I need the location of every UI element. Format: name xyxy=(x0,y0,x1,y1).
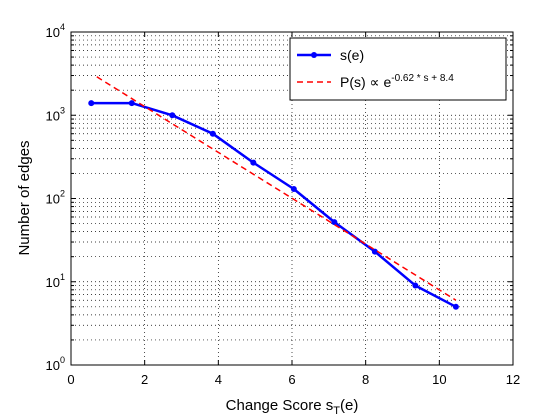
x-tick-label: 12 xyxy=(506,372,520,387)
series-1-line xyxy=(91,101,457,308)
series-1-point xyxy=(250,159,257,166)
y-tick-label: 100 xyxy=(46,355,65,373)
series-1-point xyxy=(452,303,459,310)
legend: s(e) P(s) ∝ e-0.62 * s + 8.4 xyxy=(289,37,507,101)
legend-label-series-1: s(e) xyxy=(340,47,364,63)
legend-marker-series-1 xyxy=(311,52,317,58)
series-1-point xyxy=(209,130,216,137)
x-axis-label-subscript: T xyxy=(333,405,340,417)
series-1-point xyxy=(331,219,338,226)
y-tick-label: 103 xyxy=(46,105,65,123)
legend-label-series-2: P(s) ∝ e-0.62 * s + 8.4 xyxy=(340,73,454,90)
x-tick-label: 6 xyxy=(288,372,295,387)
series-1-point xyxy=(128,100,135,107)
x-tick-label: 4 xyxy=(215,372,222,387)
x-tick-label: 2 xyxy=(141,372,148,387)
series-1-point xyxy=(412,282,419,289)
series-1-point xyxy=(290,186,297,193)
x-tick-label: 8 xyxy=(362,372,369,387)
series-1-point xyxy=(169,112,176,119)
ticks: 0 2 4 6 8 10 12 100 101 102 103 104 xyxy=(46,22,521,387)
series-layer xyxy=(88,76,459,310)
y-tick-label: 101 xyxy=(46,272,65,290)
x-tick-label: 0 xyxy=(67,372,74,387)
series-1-point xyxy=(88,100,95,107)
series-1-point xyxy=(371,248,378,255)
legend-box xyxy=(289,37,507,101)
y-tick-label: 104 xyxy=(46,22,65,40)
y-axis-label: Number of edges xyxy=(16,140,33,255)
series-2-line xyxy=(96,76,457,301)
y-tick-label: 102 xyxy=(46,189,65,207)
x-tick-label: 10 xyxy=(432,372,446,387)
x-axis-label: Change Score sT(e) xyxy=(226,397,359,417)
